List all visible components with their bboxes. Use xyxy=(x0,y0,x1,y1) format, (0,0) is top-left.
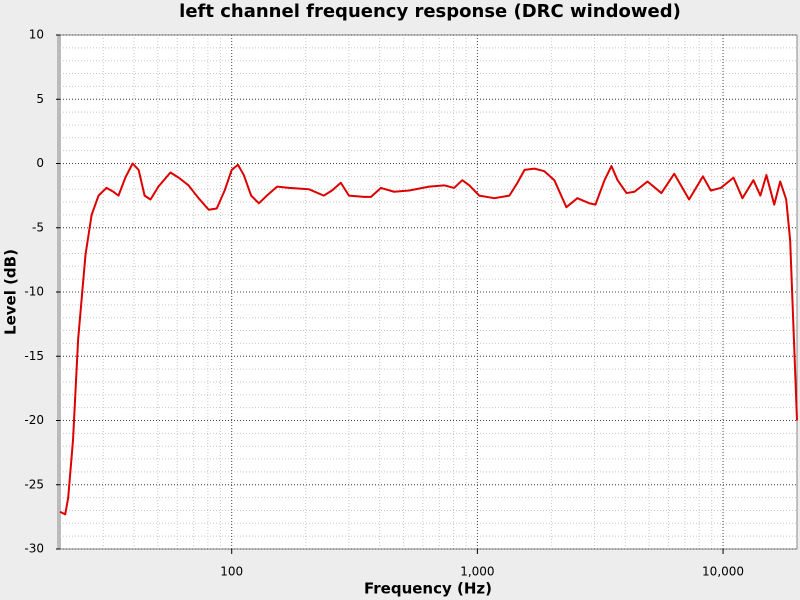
y-tick-label: -5 xyxy=(32,220,44,234)
y-tick-label: 10 xyxy=(29,28,44,42)
line-series xyxy=(59,162,798,516)
y-tick-label: -15 xyxy=(24,349,44,363)
x-tick-label: 10,000 xyxy=(702,565,744,579)
y-axis-label: Level (dB) xyxy=(2,249,20,335)
y-tick-label: -25 xyxy=(24,477,44,491)
y-tick-label: -20 xyxy=(24,413,44,427)
x-tick-label: 100 xyxy=(220,565,243,579)
y-tick-label: 5 xyxy=(36,92,44,106)
y-tick-label: -10 xyxy=(24,285,44,299)
y-tick-label: -30 xyxy=(24,542,44,556)
x-axis-label: Frequency (Hz) xyxy=(364,580,492,598)
chart-title: left channel frequency response (DRC win… xyxy=(179,1,681,22)
x-tick-label: 1,000 xyxy=(460,565,494,579)
plot-area xyxy=(59,34,798,550)
y-tick-label: 0 xyxy=(36,156,44,170)
